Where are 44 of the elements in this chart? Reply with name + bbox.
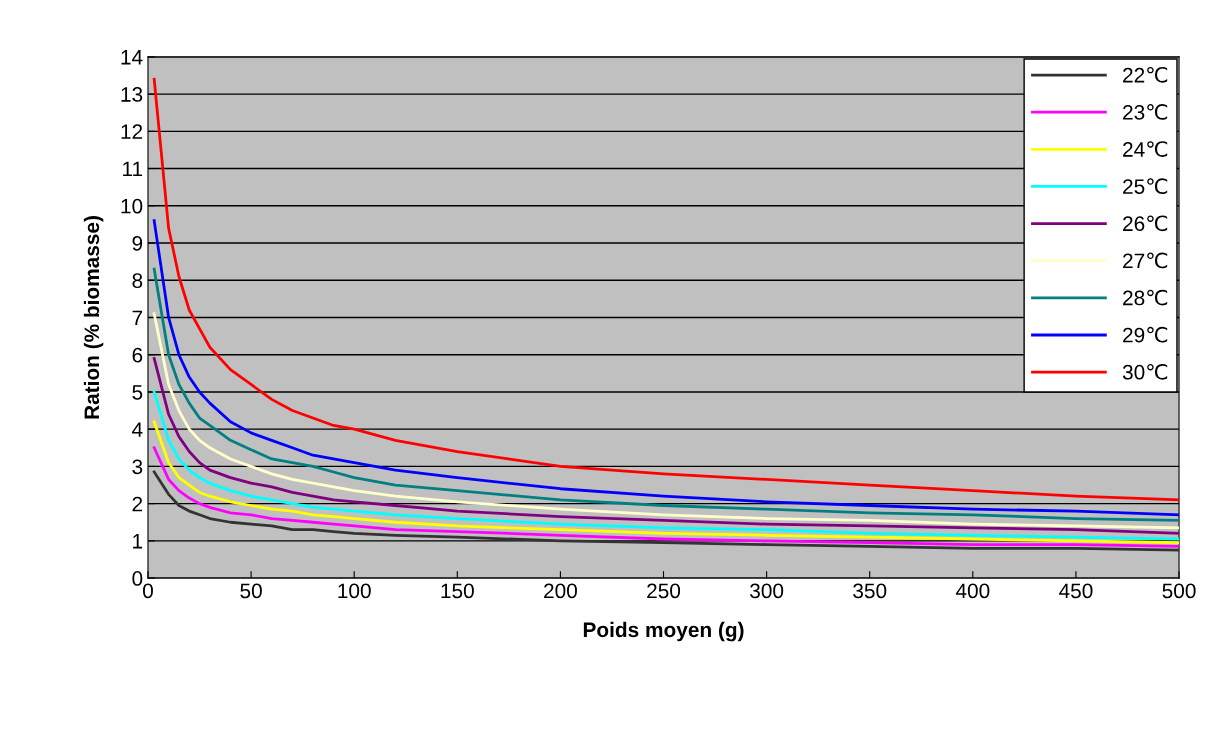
y-tick-label: 13 [121, 87, 143, 102]
y-tick-label: 9 [132, 236, 143, 251]
legend-label: 29℃ [1123, 326, 1168, 343]
legend-label: 25℃ [1123, 178, 1168, 195]
y-tick-label: 0 [132, 571, 143, 586]
legend-label: 27℃ [1123, 252, 1168, 269]
y-tick-label: 12 [121, 124, 143, 139]
line-series [152, 470, 1180, 552]
y-tick-label: 10 [121, 198, 143, 214]
legend-label: 23℃ [1123, 104, 1168, 120]
legend-label: 26℃ [1123, 215, 1168, 232]
legend-label: 30℃ [1122, 363, 1168, 380]
x-tick-label: 150 [441, 583, 474, 599]
line-series [152, 446, 1180, 548]
x-tick-label: 200 [544, 583, 577, 599]
line-series [152, 420, 1180, 545]
x-tick-label: 400 [955, 583, 990, 599]
line-series [152, 390, 1180, 541]
y-tick-label: 7 [132, 310, 143, 326]
x-tick-label: 500 [1162, 583, 1196, 599]
y-tick-label: 1 [133, 534, 143, 549]
legend-label: 22℃ [1123, 66, 1168, 83]
y-tick-label: 3 [132, 459, 143, 475]
legend-label: 28℃ [1123, 289, 1168, 306]
x-tick-label: 50 [240, 583, 262, 599]
x-tick-label: 350 [853, 583, 887, 599]
x-tick-label: 450 [1059, 583, 1093, 599]
y-tick-label: 4 [132, 422, 143, 437]
line-series [152, 267, 1180, 522]
x-tick-label: 0 [143, 583, 153, 599]
x-tick-label: 250 [647, 583, 681, 599]
y-tick-label: 14 [121, 50, 143, 65]
y-tick-label: 11 [123, 161, 143, 177]
x-axis-title: Poids moyen (g) [583, 621, 744, 642]
y-tick-label: 8 [132, 273, 143, 288]
line-series [152, 312, 1180, 530]
legend-label: 24℃ [1123, 141, 1168, 157]
x-tick-label: 300 [750, 583, 784, 599]
y-axis-title: Ration (% biomasse) [83, 216, 104, 419]
line-series [152, 357, 1180, 535]
y-tick-label: 6 [132, 347, 143, 363]
y-tick-label: 5 [132, 385, 143, 400]
y-tick-label: 2 [132, 496, 143, 512]
x-tick-label: 100 [338, 583, 371, 599]
